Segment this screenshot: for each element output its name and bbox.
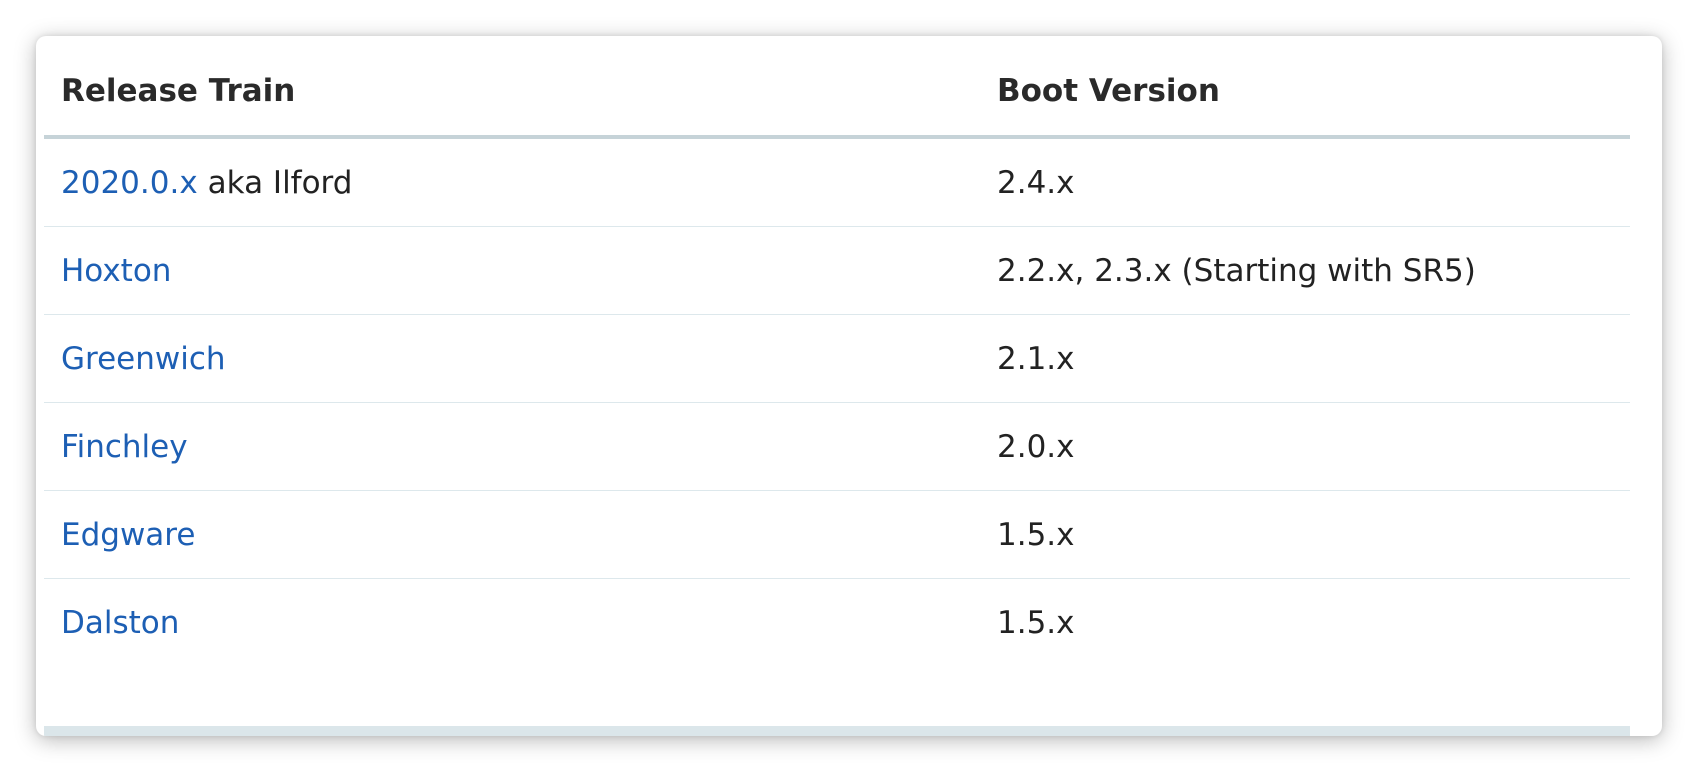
boot-version-cell: 2.0.x <box>997 428 1075 465</box>
table-row: Edgware 1.5.x <box>44 491 1630 579</box>
horizontal-scrollbar[interactable] <box>44 726 1630 736</box>
boot-version-cell: 2.1.x <box>997 340 1075 377</box>
release-train-cell: Dalston <box>61 579 179 667</box>
column-header-boot-version: Boot Version <box>997 72 1220 109</box>
release-train-link-edgware[interactable]: Edgware <box>61 516 196 553</box>
release-train-link-dalston[interactable]: Dalston <box>61 605 180 641</box>
table-row: Hoxton 2.2.x, 2.3.x (Starting with SR5) <box>44 227 1630 315</box>
release-train-cell: Edgware <box>61 491 195 578</box>
release-train-link-2020[interactable]: 2020.0.x <box>61 164 198 201</box>
boot-version-cell: 2.2.x, 2.3.x (Starting with SR5) <box>997 252 1476 289</box>
table-row: 2020.0.x aka Ilford 2.4.x <box>44 139 1630 227</box>
release-train-cell: Hoxton <box>61 227 171 314</box>
boot-version-cell: 1.5.x <box>997 516 1075 553</box>
release-train-cell: Finchley <box>61 403 188 490</box>
table-row: Finchley 2.0.x <box>44 403 1630 491</box>
release-train-table: Release Train Boot Version 2020.0.x aka … <box>44 36 1630 667</box>
table-row: Greenwich 2.1.x <box>44 315 1630 403</box>
release-train-alias: aka Ilford <box>207 164 353 201</box>
release-train-link-greenwich[interactable]: Greenwich <box>61 340 226 377</box>
release-train-cell: 2020.0.x aka Ilford <box>61 139 352 226</box>
release-train-cell: Greenwich <box>61 315 226 402</box>
release-train-link-hoxton[interactable]: Hoxton <box>61 252 172 289</box>
release-train-table-card: Release Train Boot Version 2020.0.x aka … <box>36 36 1662 736</box>
boot-version-cell: 2.4.x <box>997 164 1075 201</box>
table-header-row: Release Train Boot Version <box>44 36 1630 139</box>
table-row: Dalston 1.5.x <box>44 579 1630 667</box>
column-header-release-train: Release Train <box>61 72 296 109</box>
release-train-link-finchley[interactable]: Finchley <box>61 428 188 465</box>
boot-version-cell: 1.5.x <box>997 605 1075 641</box>
